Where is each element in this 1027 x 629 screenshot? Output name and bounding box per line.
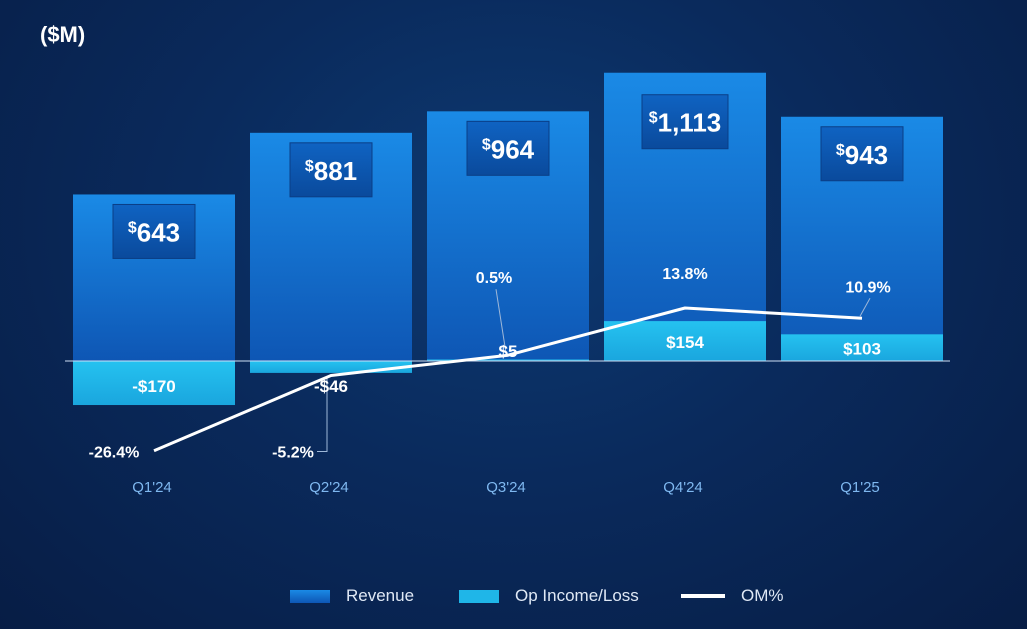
revenue-value-label: $881 bbox=[305, 156, 357, 186]
data-labels: $643 -$170 $881 -$46 $964 $5 $1,113 $154 $943 $10… bbox=[89, 94, 904, 462]
om-percent-label: -26.4% bbox=[89, 445, 140, 462]
om-percent-label: 10.9% bbox=[845, 279, 890, 296]
revenue-value-box bbox=[466, 120, 550, 176]
legend-label-revenue: Revenue bbox=[346, 586, 415, 605]
legend-swatch-revenue bbox=[290, 589, 330, 603]
om-label-leader bbox=[859, 298, 871, 317]
op-income-bar bbox=[250, 361, 412, 373]
legend-item-op-income: Op Income/Loss bbox=[459, 582, 639, 610]
x-axis-ticks: Q1'24 Q2'24 Q3'24 Q4'24 Q1'25 bbox=[132, 479, 880, 496]
om-percent-label: 0.5% bbox=[476, 270, 512, 287]
revenue-value-label: $1,113 bbox=[649, 108, 722, 138]
revenue-value-label: $643 bbox=[128, 217, 180, 247]
op-income-label: -$46 bbox=[314, 377, 348, 396]
x-tick-label: Q4'24 bbox=[663, 479, 703, 496]
revenue-value-box bbox=[112, 203, 196, 259]
legend-item-om: OM% bbox=[681, 582, 784, 610]
legend-swatch-op-income bbox=[459, 589, 499, 603]
revenue-series bbox=[73, 72, 943, 361]
combo-chart: $643 -$170 $881 -$46 $964 $5 $1,113 $154 $943 $10… bbox=[65, 72, 950, 496]
op-income-label: $5 bbox=[499, 342, 518, 361]
unit-label: ($M) bbox=[40, 22, 86, 47]
om-percent-label: -5.2% bbox=[272, 444, 314, 461]
op-income-label: $154 bbox=[666, 333, 704, 352]
om-percent-label: 13.8% bbox=[662, 266, 707, 283]
legend-line-om bbox=[681, 594, 725, 598]
om-label-leader bbox=[495, 289, 507, 354]
op-income-label: -$170 bbox=[132, 377, 175, 396]
x-tick-label: Q3'24 bbox=[486, 479, 526, 496]
op-income-bar bbox=[604, 321, 766, 361]
legend-label-om: OM% bbox=[741, 586, 784, 605]
om-label-leader bbox=[317, 377, 328, 452]
revenue-value-box bbox=[641, 94, 729, 150]
om-label-leaders bbox=[317, 289, 871, 452]
revenue-value-label: $943 bbox=[836, 140, 888, 170]
op-income-bar bbox=[73, 361, 235, 406]
x-tick-label: Q1'24 bbox=[132, 479, 172, 496]
revenue-value-box bbox=[289, 142, 373, 198]
om-percent-line bbox=[153, 306, 863, 453]
op-income-label: $103 bbox=[843, 340, 881, 359]
x-tick-label: Q1'25 bbox=[840, 479, 880, 496]
legend: Revenue Op Income/Loss OM% bbox=[0, 582, 1027, 612]
x-tick-label: Q2'24 bbox=[309, 479, 349, 496]
legend-item-revenue: Revenue bbox=[290, 582, 414, 610]
op-income-bar bbox=[781, 334, 943, 361]
op-income-series bbox=[73, 321, 943, 406]
revenue-value-label: $964 bbox=[482, 134, 535, 164]
legend-label-op-income: Op Income/Loss bbox=[515, 586, 639, 605]
op-income-bar bbox=[427, 359, 589, 361]
revenue-value-box bbox=[820, 126, 904, 182]
